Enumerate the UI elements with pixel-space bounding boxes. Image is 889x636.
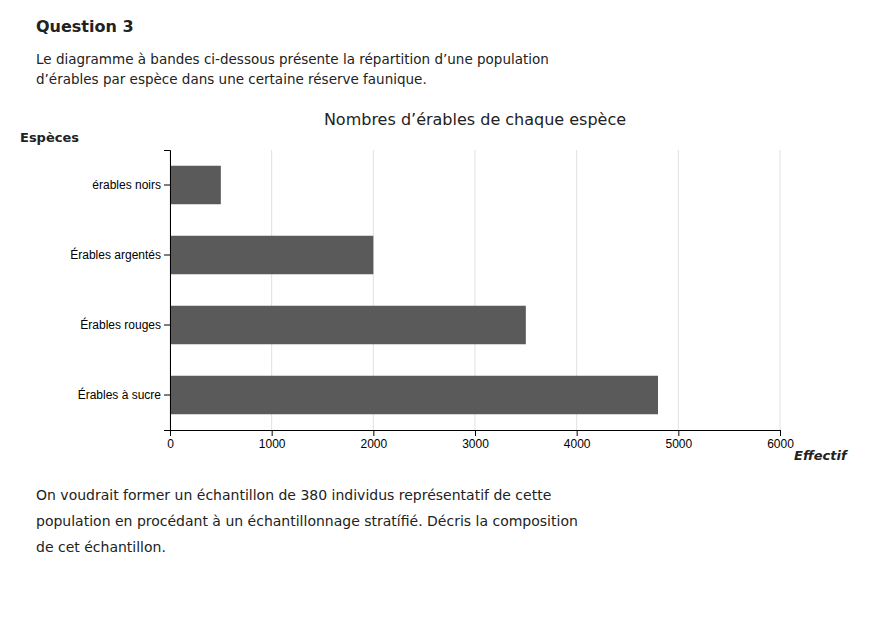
bar (170, 376, 658, 415)
question-heading: Question 3 (36, 17, 134, 36)
x-tick-mark (373, 430, 374, 436)
y-tick-mark (164, 325, 170, 326)
grid-line (780, 150, 781, 430)
y-tick: Érables argentés (70, 247, 170, 262)
bars (170, 166, 658, 415)
x-tick-label: 3000 (462, 437, 489, 451)
x-tick-mark (577, 430, 578, 436)
x-tick-mark (272, 430, 273, 436)
x-tick-mark (678, 430, 679, 436)
bar (170, 166, 221, 205)
grid-line (678, 150, 679, 430)
y-axis-label: Espèces (20, 130, 79, 145)
x-axis-line (171, 431, 781, 437)
x-tick-mark (780, 430, 781, 436)
x-tick-label: 6000 (767, 437, 794, 451)
description-line: d’érables par espèce dans une certaine r… (36, 71, 427, 87)
y-tick-label: érables noirs (92, 178, 161, 192)
x-tick: 4000 (564, 430, 591, 451)
y-tick-mark (164, 185, 170, 186)
x-tick-label: 4000 (564, 437, 591, 451)
y-tick: Érables à sucre (78, 387, 170, 402)
y-tick: érables noirs (92, 178, 170, 192)
x-tick: 5000 (665, 430, 692, 451)
bar (170, 236, 373, 275)
description-line: Le diagramme à bandes ci-dessous présent… (36, 51, 549, 67)
x-tick: 1000 (259, 430, 286, 451)
x-axis-label: Effectif (794, 448, 849, 463)
x-tick: 3000 (462, 430, 489, 451)
y-axis-line (164, 151, 171, 431)
x-tick-label: 2000 (360, 437, 387, 451)
footer-line: de cet échantillon. (36, 539, 166, 555)
footer-line: population en procédant à un échantillon… (36, 513, 578, 529)
y-tick-label: Érables argentés (70, 247, 161, 262)
y-tick-mark (164, 255, 170, 256)
x-tick: 2000 (360, 430, 387, 451)
chart-title: Nombres d’érables de chaque espèce (324, 110, 626, 129)
y-tick-label: Érables à sucre (78, 387, 162, 402)
chart-svg: Question 3 Le diagramme à bandes ci-desso… (0, 0, 889, 636)
y-tick: Érables rouges (80, 317, 170, 332)
x-axis: 0 1000 2000 3000 4000 5000 6000 (167, 430, 794, 451)
y-tick-label: Érables rouges (80, 317, 161, 332)
bar (170, 306, 526, 345)
x-tick: 0 (167, 430, 174, 451)
x-tick-label: 1000 (259, 437, 286, 451)
footer-line: On voudrait former un échantillon de 380… (36, 487, 551, 503)
x-tick-label: 0 (167, 437, 174, 451)
grid (170, 150, 780, 430)
y-tick-mark (164, 395, 170, 396)
x-tick-mark (475, 430, 476, 436)
x-tick: 6000 (767, 430, 794, 451)
x-tick-label: 5000 (665, 437, 692, 451)
y-axis: Érables à sucre Érables rouges Érables arg… (70, 151, 170, 431)
